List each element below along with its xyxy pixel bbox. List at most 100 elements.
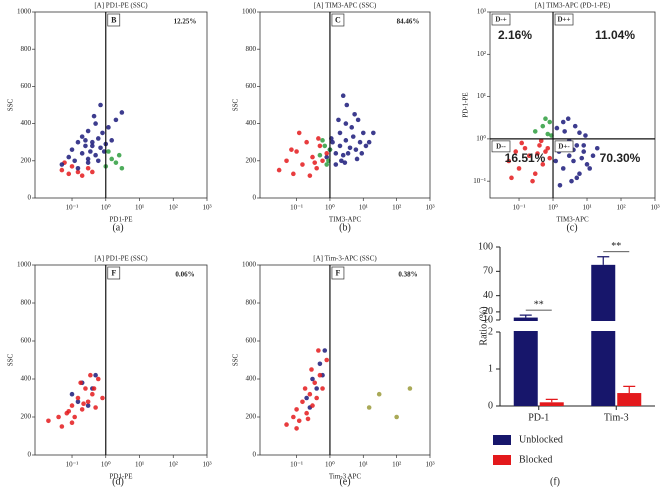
event-dot (540, 162, 546, 167)
x-tick-label: 10⁰ (101, 461, 111, 469)
bar (617, 393, 642, 406)
event-dot (300, 162, 305, 167)
bar (539, 402, 564, 406)
event-dot (562, 129, 567, 134)
gate-tag-box (554, 13, 574, 26)
panel-label: (b) (339, 222, 351, 233)
event-dot (72, 414, 77, 420)
event-dot (314, 386, 319, 391)
x-tick-label: PD-1 (528, 412, 549, 423)
event-dot (317, 361, 323, 367)
event-dot (116, 152, 122, 158)
gate-tag-box (554, 140, 574, 153)
event-dot (547, 119, 553, 125)
y-tick-label: 200 (21, 413, 32, 421)
y-tick-label: 200 (21, 156, 32, 164)
gate-tag-box (491, 140, 511, 153)
event-dot (69, 391, 75, 397)
event-dot (340, 152, 346, 158)
y-tick-label: 70 (483, 266, 493, 277)
legend-label: Unblocked (519, 434, 563, 445)
gate-percent: 0.06% (175, 271, 194, 279)
event-dot (320, 138, 325, 143)
y-tick-label: 800 (21, 299, 32, 307)
y-tick-label: 100 (478, 241, 493, 252)
event-dot (343, 121, 349, 126)
y-tick-label: 20 (483, 306, 493, 317)
event-dot (566, 153, 572, 159)
x-axis-label: TIM3-APC (556, 216, 589, 224)
event-dot (59, 424, 65, 429)
event-dot (69, 164, 75, 169)
event-dot (312, 380, 318, 386)
panel-label: (e) (339, 476, 350, 487)
event-dot (324, 154, 330, 160)
y-axis-label: Ratio (%) (478, 306, 489, 345)
plot-frame (259, 11, 431, 199)
legend-swatch (493, 455, 511, 465)
event-dot (109, 138, 115, 143)
event-dot (532, 129, 538, 134)
event-dot (312, 160, 318, 165)
x-tick-label: 10³ (202, 461, 211, 469)
event-dot (69, 403, 75, 408)
panel-label: (a) (112, 222, 123, 233)
x-tick-label: 10¹ (135, 461, 144, 469)
y-tick-label: 10³ (477, 8, 486, 16)
x-tick-label: 10⁻¹ (290, 204, 303, 212)
legend-swatch (493, 435, 511, 445)
event-dot (305, 416, 311, 422)
event-dot (93, 152, 98, 158)
event-dot (333, 151, 339, 156)
quadrant-percent: 70.30% (600, 151, 641, 165)
gate-tag: D-- (496, 142, 506, 150)
event-dot (307, 391, 313, 397)
event-dot (90, 143, 95, 149)
event-dot (119, 165, 125, 171)
x-tick-label: 10³ (425, 204, 434, 212)
event-dot (113, 160, 119, 165)
event-dot (93, 372, 98, 378)
event-dot (376, 391, 382, 397)
event-dot (100, 130, 105, 136)
event-dot (93, 405, 98, 410)
panel-label: (f) (550, 476, 560, 487)
event-dot (95, 376, 101, 382)
event-dot (569, 178, 574, 184)
gate-tag: D-+ (495, 16, 506, 24)
event-dot (106, 149, 111, 154)
event-dot (95, 158, 101, 164)
plot-title: [A] PD1-PE (SSC) (94, 2, 148, 10)
y-tick-label: 1000 (242, 261, 257, 269)
event-dot (72, 158, 77, 164)
x-tick-label: 10¹ (582, 204, 591, 212)
x-axis-label: PD1-PE (110, 216, 133, 224)
quadrant-percent: 16.51% (505, 151, 546, 165)
gate-tag: D+- (558, 142, 570, 150)
event-dot (322, 143, 328, 149)
x-tick-label: 10² (169, 204, 178, 212)
event-dot (106, 125, 111, 130)
event-dot (83, 386, 88, 391)
event-dot (330, 139, 335, 145)
event-dot (90, 391, 95, 397)
y-axis-label: SSC (7, 353, 15, 366)
error-bar (597, 256, 610, 265)
event-dot (276, 167, 282, 173)
x-tick-label: 10¹ (135, 204, 144, 212)
event-dot (119, 110, 125, 115)
y-tick-label: 40 (483, 290, 493, 301)
event-dot (98, 145, 103, 151)
x-tick-label: 10⁻¹ (290, 461, 303, 469)
event-dot (594, 145, 600, 151)
event-dot (355, 117, 361, 123)
event-dot (93, 121, 98, 126)
y-tick-label: 0 (28, 451, 32, 459)
event-dot (46, 418, 51, 424)
gate-tag: C (335, 15, 341, 24)
event-dot (581, 143, 587, 148)
event-dot (294, 426, 299, 431)
event-dot (310, 403, 315, 408)
significance-label: ** (534, 299, 544, 310)
event-dot (347, 145, 353, 151)
